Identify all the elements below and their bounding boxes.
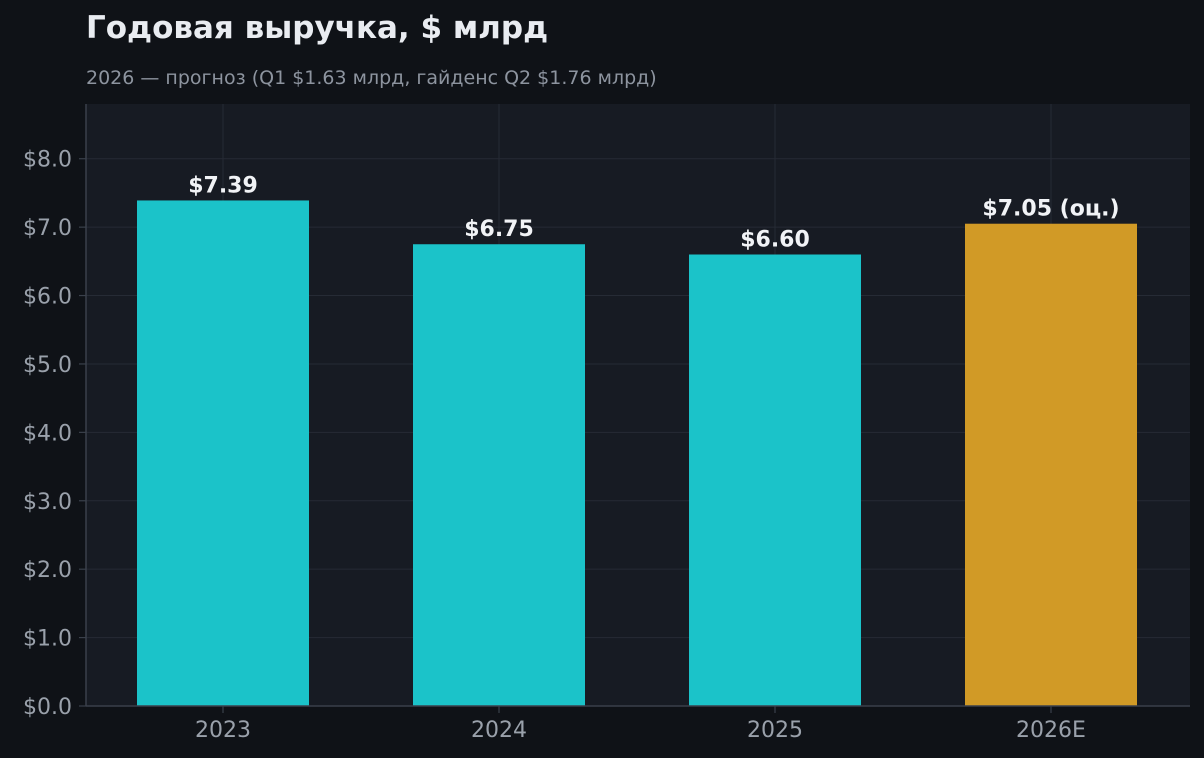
y-tick-label: $6.0 bbox=[23, 285, 72, 310]
axes: $0.0 $1.0 $2.0 $3.0 $4.0 $5.0 $6.0 $7.0 $8.0 2023… bbox=[23, 104, 1190, 743]
value-label: $6.60 bbox=[740, 228, 810, 253]
chart-subtitle: 2026 — прогноз (Q1 $1.63 млрд, гайденс Q… bbox=[86, 67, 657, 89]
value-label: $7.39 bbox=[188, 173, 258, 198]
y-tick-label: $7.0 bbox=[23, 216, 72, 241]
y-tick-label: $3.0 bbox=[23, 490, 72, 515]
bar-2024 bbox=[413, 244, 585, 706]
y-tick-label: $1.0 bbox=[23, 627, 72, 652]
y-tick-label: $2.0 bbox=[23, 558, 72, 583]
value-label: $7.05 (оц.) bbox=[982, 197, 1119, 222]
bar-2026e bbox=[965, 223, 1137, 706]
bar-2023 bbox=[137, 200, 309, 706]
bars bbox=[137, 200, 1137, 706]
x-tick-label: 2026E bbox=[1016, 718, 1086, 743]
y-tick-label: $5.0 bbox=[23, 353, 72, 378]
x-tick-label: 2025 bbox=[747, 718, 803, 743]
bar-2025 bbox=[689, 254, 861, 706]
y-tick-label: $0.0 bbox=[23, 695, 72, 720]
value-labels: $7.39 $6.75 $6.60 $7.05 (оц.) bbox=[188, 173, 1119, 252]
x-tick-label: 2023 bbox=[195, 718, 251, 743]
value-label: $6.75 bbox=[464, 217, 534, 242]
y-tick-label: $4.0 bbox=[23, 421, 72, 446]
chart-title: Годовая выручка, $ млрд bbox=[86, 10, 548, 46]
y-tick-label: $8.0 bbox=[23, 148, 72, 173]
x-tick-label: 2024 bbox=[471, 718, 527, 743]
